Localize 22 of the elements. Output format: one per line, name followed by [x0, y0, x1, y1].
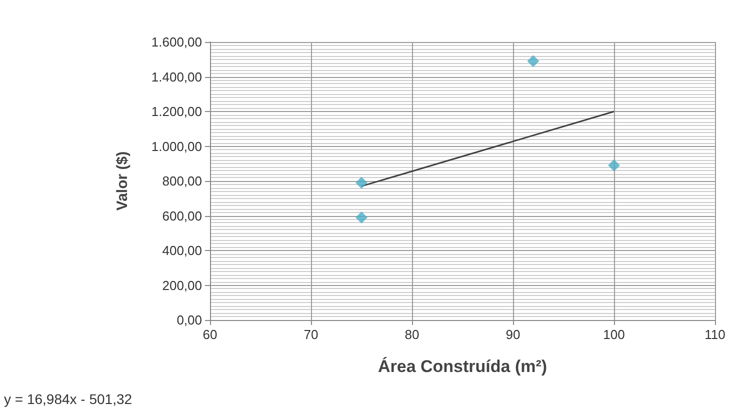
y-tick-label: 1.000,00 [151, 138, 202, 154]
point [356, 211, 368, 224]
y-tick-label: 1.600,00 [151, 34, 202, 50]
x-tick-label: 70 [304, 327, 318, 342]
y-tick-label: 1.200,00 [151, 104, 202, 119]
y-axis-title: Valor ($) [114, 151, 131, 211]
x-tick-label: 60 [202, 327, 218, 342]
x-tick-label: 80 [404, 327, 420, 342]
y-tick-label: 0,00 [176, 312, 202, 328]
x-axis-title: Área Construída (m²) [378, 356, 548, 376]
y-tick-label: 400,00 [162, 243, 202, 258]
y-tick-label: 200,00 [162, 278, 202, 293]
point [356, 176, 368, 189]
y-tick-label: 800,00 [162, 174, 202, 188]
point [608, 159, 620, 172]
y-tick-label: 600,00 [162, 208, 202, 224]
text: y = 16,984x - 501,32 [4, 391, 132, 407]
x-tick-label: 110 [704, 327, 726, 342]
point [527, 55, 540, 68]
x-tick-label: 90 [506, 327, 520, 342]
x-tick-label: 100 [603, 327, 625, 342]
y-tick-label: 1.400,00 [151, 69, 202, 84]
